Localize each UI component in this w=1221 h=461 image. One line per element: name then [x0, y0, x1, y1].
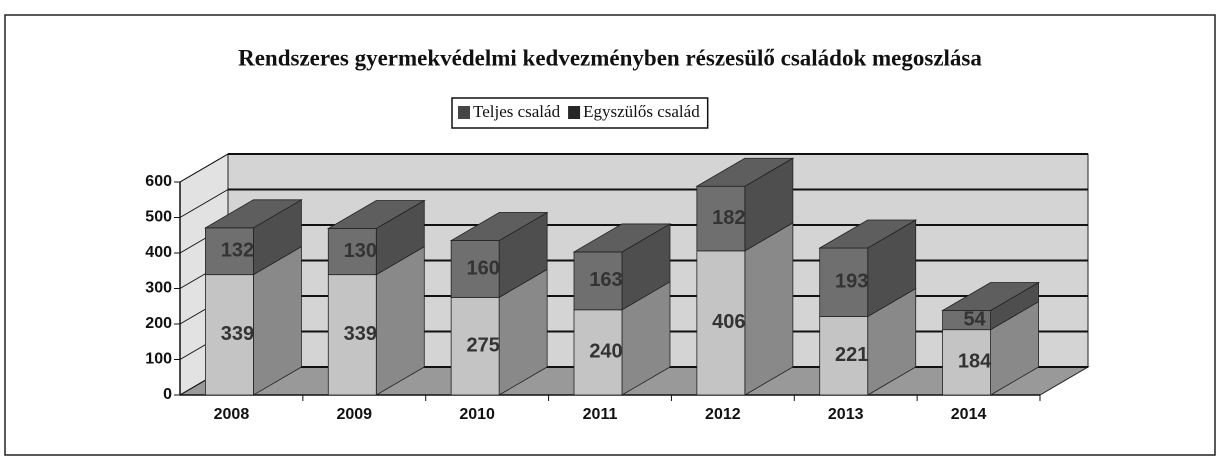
y-tick-label: 500 — [145, 209, 172, 226]
y-tick-label: 100 — [145, 351, 172, 368]
legend-label: Teljes család — [473, 102, 561, 121]
value-label: 275 — [466, 334, 499, 356]
x-tick-label: 2010 — [459, 406, 495, 423]
x-tick-label: 2014 — [951, 406, 987, 423]
value-label: 130 — [344, 240, 377, 262]
legend-swatch — [458, 106, 470, 119]
bar — [573, 309, 623, 396]
bar — [205, 274, 254, 396]
value-label: 339 — [344, 323, 377, 345]
bar — [696, 250, 746, 396]
y-tick-label: 400 — [145, 244, 172, 261]
value-label: 54 — [963, 308, 986, 330]
grid-line-side — [179, 153, 229, 183]
x-tick-label: 2008 — [214, 406, 250, 423]
legend-label: Egyszülős család — [583, 102, 700, 121]
bar — [450, 240, 500, 298]
x-tick-label: 2009 — [336, 406, 372, 423]
bar — [573, 251, 623, 311]
bar-top — [572, 223, 672, 253]
value-label: 163 — [589, 269, 622, 291]
legend-swatch — [568, 106, 581, 119]
x-tick-label: 2012 — [705, 406, 741, 423]
bar — [205, 227, 254, 276]
value-label: 240 — [589, 341, 622, 363]
chart-title: Rendszeres gyermekvédelmi kedvezményben … — [238, 45, 982, 70]
value-label: 132 — [221, 240, 254, 262]
bar-top — [326, 200, 426, 229]
value-label: 406 — [712, 311, 745, 333]
bar-top — [695, 157, 795, 187]
value-label: 160 — [466, 257, 499, 279]
bar — [327, 228, 377, 276]
bar-top — [941, 282, 1041, 311]
bar — [696, 185, 746, 252]
x-tick-label: 2013 — [828, 406, 864, 423]
x-tick-label: 2011 — [583, 406, 618, 423]
value-label: 182 — [712, 207, 745, 229]
bar — [450, 296, 500, 396]
bar — [819, 247, 869, 317]
y-tick-label: 300 — [145, 280, 172, 297]
value-label: 184 — [958, 351, 992, 373]
bar — [819, 316, 869, 396]
legend: Teljes család Egyszülős család — [451, 97, 709, 129]
bar-top — [203, 199, 303, 229]
bar-top — [818, 219, 918, 249]
y-tick-label: 0 — [163, 386, 172, 403]
value-label: 193 — [835, 271, 868, 293]
bar-side — [744, 222, 794, 396]
y-tick-label: 600 — [145, 173, 172, 190]
value-label: 339 — [221, 323, 254, 345]
grid-line-side — [179, 189, 229, 218]
y-tick-label: 200 — [145, 315, 172, 332]
bar-top — [449, 212, 549, 241]
value-label: 221 — [835, 344, 868, 366]
bar — [327, 274, 377, 396]
